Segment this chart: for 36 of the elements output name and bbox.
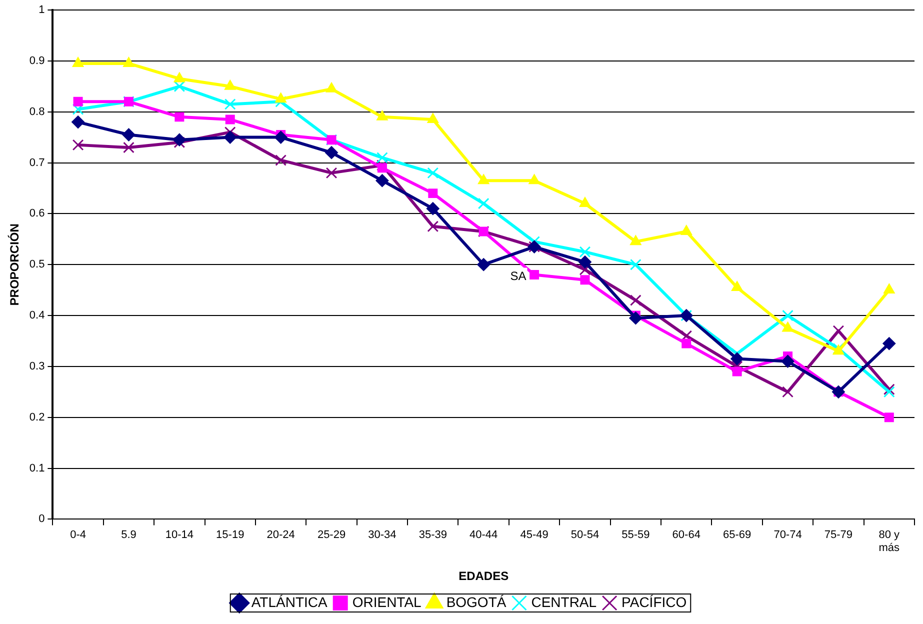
x-tick-label: 60-64 <box>672 528 700 541</box>
x-tick-label: 55-59 <box>622 528 650 541</box>
x-tick-label: 0-4 <box>70 528 86 541</box>
y-tick-label: 0.3 <box>29 360 45 372</box>
y-tick-label: 0.9 <box>29 54 45 67</box>
x-tick-label: 75-79 <box>824 528 853 541</box>
annotation: SA <box>510 269 526 284</box>
y-tick-label: 0.4 <box>29 310 45 322</box>
y-tick-label: 0 <box>38 513 45 526</box>
y-tick-label: 0.5 <box>29 258 45 271</box>
legend-label: ATLÁNTICA <box>251 594 328 610</box>
y-tick-label: 0.6 <box>29 208 45 220</box>
x-tick-label: 15-19 <box>216 528 244 541</box>
y-axis-title: PROPORCIÓN <box>8 224 22 306</box>
x-tick-label: 25-29 <box>317 528 346 541</box>
legend-label: ORIENTAL <box>352 594 422 610</box>
y-tick-label: 0.2 <box>29 411 45 424</box>
x-tick-label: 50-54 <box>570 528 600 541</box>
x-tick-label: 40-44 <box>470 528 498 541</box>
legend-label: BOGOTÁ <box>446 594 507 610</box>
x-tick-label: 80 y más <box>878 528 900 554</box>
x-tick-label: 20-24 <box>266 528 295 541</box>
x-axis-title: EDADES <box>458 569 509 584</box>
x-tick-label: 65-69 <box>723 528 752 541</box>
x-tick-label: 30-34 <box>368 528 396 541</box>
y-tick-label: 0.8 <box>29 106 45 118</box>
x-tick-label: 10-14 <box>165 528 194 541</box>
y-tick-label: 0.7 <box>29 156 45 169</box>
legend-label: CENTRAL <box>531 594 597 610</box>
x-tick-label: 70-74 <box>774 528 802 541</box>
y-tick-label: 1 <box>38 4 45 16</box>
x-tick-label: 45-49 <box>520 528 548 541</box>
x-tick-label: 5.9 <box>121 528 136 541</box>
y-tick-label: 0.1 <box>29 462 45 474</box>
x-tick-label: 35-39 <box>418 528 447 541</box>
legend-label: PACÍFICO <box>622 594 687 610</box>
